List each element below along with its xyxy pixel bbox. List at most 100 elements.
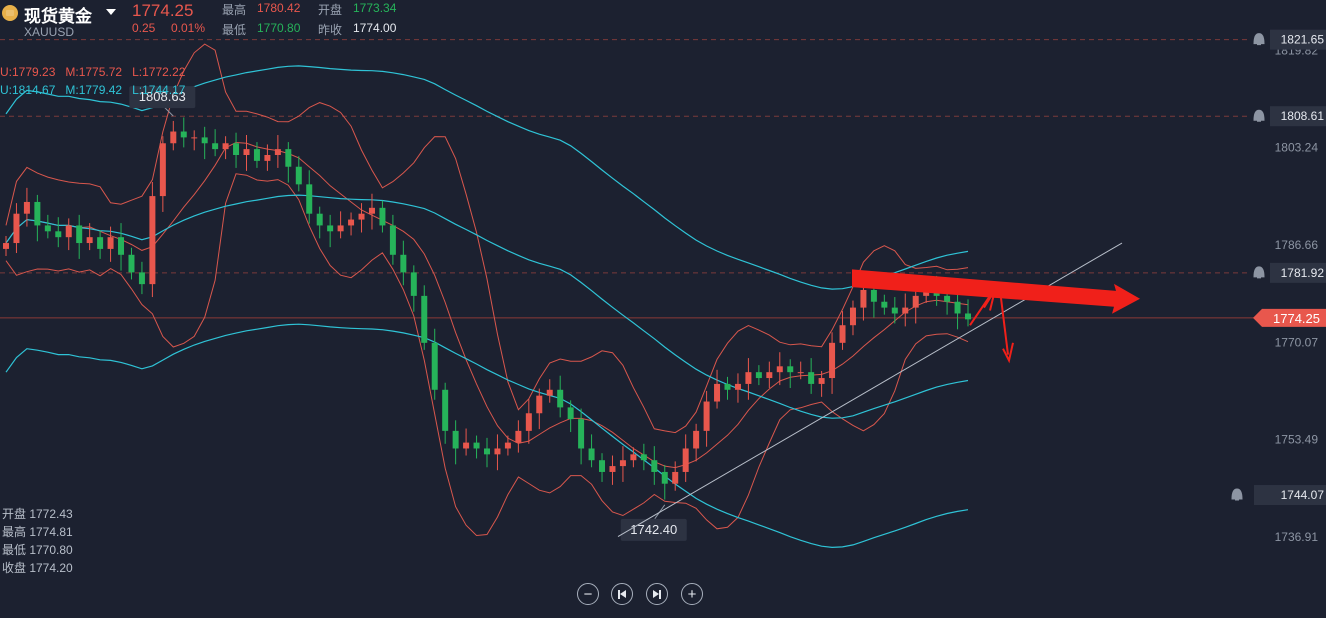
candle-body: [107, 237, 114, 249]
zoom-in-button[interactable]: +: [681, 583, 703, 605]
boll-red-values: U:1779.23 M:1775.72 L:1772.22: [0, 65, 186, 79]
candle-body: [149, 196, 156, 285]
y-tick-label: 1770.07: [1275, 335, 1319, 349]
candle-body: [734, 383, 741, 390]
prev-close-value: 1774.00: [353, 21, 397, 35]
candle-body: [389, 225, 396, 255]
candle-body: [170, 131, 177, 144]
candle-body: [651, 460, 658, 472]
candle-body: [473, 442, 480, 449]
small-arrow-down: [999, 289, 1009, 355]
candle-body: [849, 307, 856, 326]
candle-body: [860, 290, 867, 308]
candle-body: [891, 307, 898, 314]
candle-body: [128, 254, 135, 273]
candle-body: [233, 143, 240, 155]
candle-body: [274, 149, 281, 155]
alert-price-label: 1744.07: [1281, 488, 1325, 502]
candle-body: [484, 448, 490, 455]
candle-body: [944, 295, 951, 302]
candle-body: [714, 383, 721, 402]
candle-body: [191, 137, 198, 139]
small-arrow-down-head: [1002, 342, 1014, 364]
candle-body: [588, 448, 595, 461]
price-grid: [0, 39, 1256, 319]
candle-body: [316, 213, 323, 226]
jump-end-button[interactable]: [646, 583, 668, 605]
candle-body: [13, 213, 20, 244]
candle-body: [546, 389, 553, 396]
candle-body: [285, 149, 292, 167]
candle-body: [253, 149, 260, 161]
candle-body: [180, 131, 187, 138]
alert-price-box: [1254, 485, 1326, 506]
candle-body: [766, 372, 773, 379]
small-arrow-up-head: [983, 289, 996, 311]
bar-icon: [618, 589, 620, 599]
candle-body: [337, 225, 344, 232]
current-price-tag: [1253, 308, 1326, 327]
candle-body: [400, 254, 407, 273]
jump-start-button[interactable]: [611, 583, 633, 605]
ohlc-open: 开盘 1772.43: [2, 507, 73, 521]
y-tick-label: 1753.49: [1275, 433, 1319, 447]
open-label: 开盘: [318, 3, 343, 17]
candle-body: [703, 401, 710, 431]
gold-coin-icon: [2, 5, 18, 21]
candle-body: [536, 395, 543, 414]
candle-body: [23, 201, 30, 214]
triangle-right-icon: [653, 590, 659, 598]
instrument-name[interactable]: 现货黄金: [24, 7, 92, 26]
candle-body: [839, 325, 846, 343]
candle-body: [672, 471, 679, 484]
candle-body: [724, 383, 731, 390]
alert-price-label: 1781.92: [1281, 266, 1325, 280]
candle-body: [640, 454, 647, 461]
price-change-pct: 0.01%: [171, 21, 206, 35]
candle-body: [76, 225, 83, 244]
candle-body: [923, 290, 930, 296]
candle-body: [808, 372, 815, 384]
candle-body: [557, 389, 564, 408]
candle-body: [494, 448, 501, 455]
y-tick-label: 1803.24: [1275, 141, 1319, 155]
candle-body: [630, 454, 637, 461]
candle-body: [97, 237, 104, 249]
candle-body: [159, 143, 166, 197]
alert-price-label: 1808.61: [1281, 109, 1325, 123]
price-axis: 1819.821803.241786.661770.071753.491736.…: [1231, 29, 1326, 544]
boll-upper-red: [5, 43, 969, 434]
low-callout-label: 1742.40: [630, 522, 677, 537]
candle-body: [243, 149, 250, 155]
bar-icon: [659, 589, 661, 599]
candle-body: [954, 301, 961, 314]
ohlc-low: 最低 1770.80: [2, 543, 73, 557]
candle-body: [787, 366, 794, 373]
instrument-symbol: XAUUSD: [24, 25, 75, 39]
chevron-down-icon[interactable]: [106, 9, 116, 15]
callout-box: [129, 86, 196, 109]
current-price-label: 1774.25: [1273, 311, 1320, 326]
callout-box: [620, 518, 687, 541]
candle-body: [358, 213, 365, 220]
low-value: 1770.80: [257, 21, 301, 35]
boll-mid-red: [5, 141, 969, 469]
candle-body: [567, 407, 574, 420]
candle-body: [327, 225, 334, 232]
alert-price-label: 1821.65: [1281, 33, 1325, 47]
candle-body: [212, 143, 219, 150]
candle-body: [348, 219, 355, 226]
prev-close-label: 昨收: [318, 23, 343, 37]
open-value: 1773.34: [353, 1, 397, 15]
candle-body: [599, 460, 606, 472]
candle-body: [693, 430, 700, 449]
low-label: 最低: [222, 23, 247, 37]
candle-body: [881, 301, 888, 308]
candle-body: [431, 342, 438, 390]
candle-body: [776, 366, 783, 373]
zoom-out-button[interactable]: −: [577, 583, 599, 605]
high-callout-label: 1808.63: [139, 89, 186, 104]
candle-body: [902, 307, 909, 314]
candle-body: [34, 201, 41, 226]
